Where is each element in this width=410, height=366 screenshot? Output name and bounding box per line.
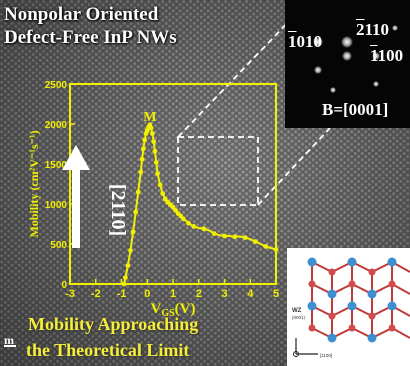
crystal-model-inset: WZ (0001) [1100] xyxy=(287,248,410,366)
y-tick-label: 2500 xyxy=(45,80,68,91)
diffraction-spot xyxy=(330,87,336,93)
data-point xyxy=(142,137,148,143)
x-axis-label: VGS(V) xyxy=(150,301,195,319)
diffraction-spot xyxy=(392,25,398,31)
peak-marker-label: M xyxy=(143,110,156,125)
x-tick-label: 1 xyxy=(170,288,176,300)
data-point xyxy=(157,182,163,188)
caption-line-2: the Theoretical Limit xyxy=(26,340,190,360)
data-point xyxy=(153,160,159,165)
data-point xyxy=(211,231,217,237)
saed-zone-axis: B=[0001] xyxy=(322,100,389,119)
data-point xyxy=(186,220,191,226)
data-point xyxy=(170,204,176,210)
x-tick-label: 5 xyxy=(273,288,279,300)
phosphorus-atoms xyxy=(308,268,396,332)
y-tick-label: 1500 xyxy=(45,160,68,171)
caption-line-1: Mobility Approaching xyxy=(28,314,199,334)
mobility-chart: 0 500 1000 1500 2000 2500 -3 -2 -1 0 1 2 3 4 5 M Mobi… xyxy=(27,80,279,319)
y-axis-label: Mobility (cm²V⁻¹s⁻¹) xyxy=(27,130,41,237)
data-point xyxy=(242,235,248,241)
zoom-connector-top xyxy=(177,13,297,138)
data-point xyxy=(160,191,166,197)
data-point xyxy=(162,196,168,202)
title-line-2: Defect-Free InP NWs xyxy=(4,27,177,48)
data-point xyxy=(139,156,145,162)
data-point xyxy=(128,248,133,253)
data-point xyxy=(232,234,238,240)
x-tick-label: 0 xyxy=(144,288,150,300)
zoom-region-box xyxy=(177,136,259,206)
scale-marker: m xyxy=(4,333,14,347)
saed-index-top: 21102110 xyxy=(356,20,390,39)
axis-indicator xyxy=(293,338,318,357)
data-point xyxy=(121,281,127,287)
indium-atoms xyxy=(307,257,397,343)
diffraction-spot xyxy=(342,51,352,61)
data-point xyxy=(125,263,131,268)
growth-direction-arrow xyxy=(62,145,90,248)
data-point xyxy=(180,216,186,222)
data-point xyxy=(122,275,128,280)
data-point xyxy=(201,226,207,232)
data-point xyxy=(173,208,178,213)
data-point xyxy=(263,244,269,249)
phase-label: WZ xyxy=(292,308,302,314)
data-point xyxy=(150,131,155,137)
x-axis-ticks: -3 -2 -1 0 1 2 3 4 5 xyxy=(65,279,279,300)
data-point xyxy=(151,139,157,145)
data-point xyxy=(133,209,139,215)
data-point xyxy=(138,169,144,175)
data-point xyxy=(148,125,154,131)
data-point xyxy=(222,233,227,239)
title-line-1: Nonpolar Oriented xyxy=(4,4,159,25)
y-tick-label: 500 xyxy=(50,240,67,251)
saed-index-right: 11001100 xyxy=(370,46,404,65)
data-point xyxy=(140,146,146,152)
data-point xyxy=(135,189,141,195)
saed-index-left: 11010010 xyxy=(288,32,322,51)
direction-label: [1100] xyxy=(320,353,332,358)
y-tick-label: 1000 xyxy=(45,200,68,211)
diffraction-spot xyxy=(373,81,379,87)
zoom-connector-bottom xyxy=(257,127,331,206)
diffraction-spot xyxy=(341,36,353,48)
data-point xyxy=(273,247,279,253)
growth-direction-label: [2110] xyxy=(107,184,129,236)
y-tick-label: 2000 xyxy=(45,120,68,131)
data-point xyxy=(130,229,136,235)
x-tick-label: 4 xyxy=(247,288,254,300)
y-tick-label: 0 xyxy=(61,280,67,291)
saed-inset xyxy=(285,0,410,128)
data-markers xyxy=(121,122,279,287)
diffraction-spot xyxy=(314,66,322,74)
diffraction-spot xyxy=(372,52,380,60)
x-tick-label: 3 xyxy=(221,288,227,300)
data-point xyxy=(155,171,160,177)
x-tick-label: -2 xyxy=(91,288,101,300)
phase-sub-label: (0001) xyxy=(292,315,306,320)
x-tick-label: -1 xyxy=(117,288,127,300)
diffraction-spot xyxy=(313,37,323,47)
data-point xyxy=(152,148,158,154)
x-tick-label: 2 xyxy=(196,288,202,300)
data-point xyxy=(253,239,258,245)
data-point xyxy=(191,224,197,229)
x-tick-label: -3 xyxy=(65,288,75,300)
